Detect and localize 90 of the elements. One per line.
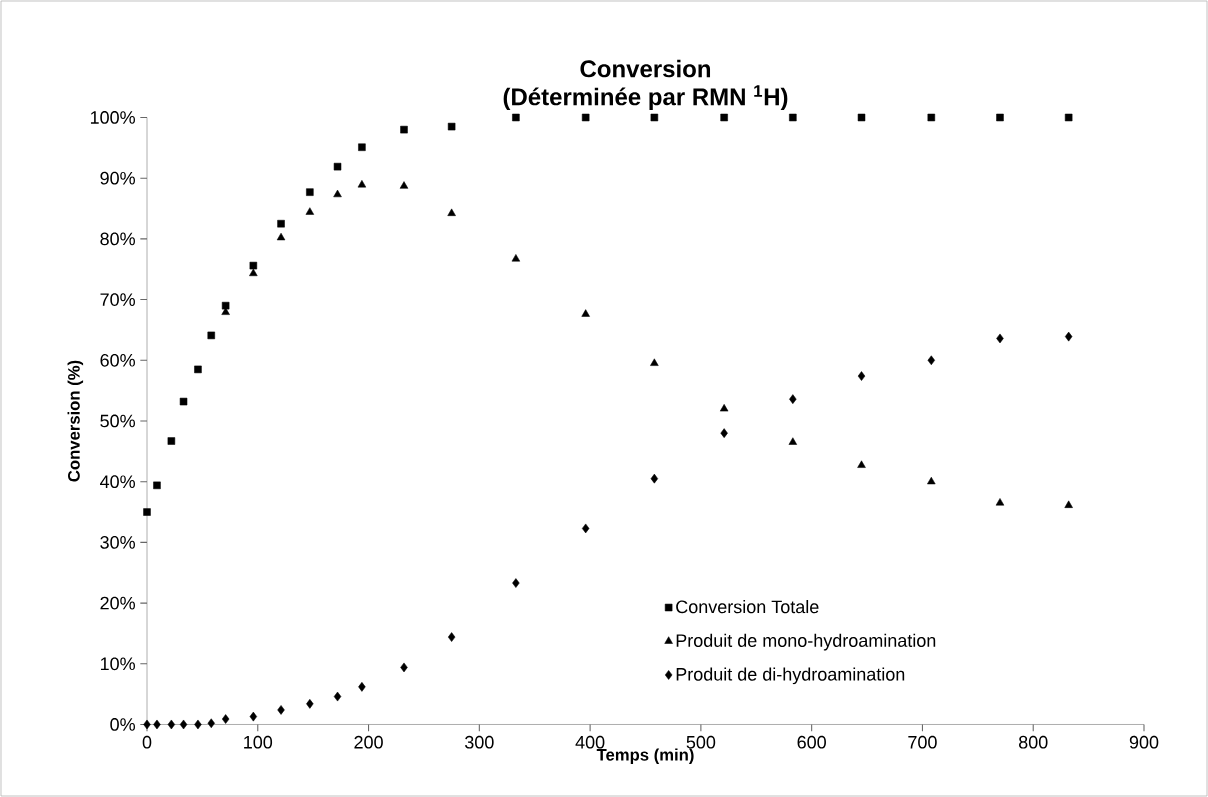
point bbox=[153, 719, 161, 730]
point bbox=[179, 397, 188, 406]
point bbox=[249, 711, 258, 722]
point bbox=[447, 208, 456, 216]
point bbox=[249, 261, 258, 270]
point bbox=[1064, 500, 1073, 508]
y-tick-label: 40% bbox=[100, 475, 135, 489]
x-tick-label: 0 bbox=[142, 735, 152, 749]
point bbox=[249, 268, 258, 277]
point bbox=[789, 394, 797, 404]
x-tick-label: 900 bbox=[1129, 735, 1159, 749]
x-tick-label: 100 bbox=[244, 735, 273, 749]
point bbox=[358, 682, 366, 692]
point bbox=[167, 719, 176, 730]
point bbox=[788, 437, 798, 445]
point bbox=[447, 632, 456, 642]
legend-label: Produit de mono-hydroamination bbox=[676, 633, 936, 651]
y-tick-label: 10% bbox=[100, 657, 135, 671]
point bbox=[996, 333, 1004, 344]
point bbox=[305, 207, 315, 215]
x-tick-label: 800 bbox=[1018, 735, 1048, 749]
point bbox=[207, 718, 215, 729]
x-tick-label: 400 bbox=[575, 735, 605, 749]
point bbox=[995, 498, 1005, 506]
point bbox=[720, 428, 728, 438]
point bbox=[276, 232, 286, 241]
point bbox=[857, 460, 866, 468]
chart-subtitle: (Déterminée par RMN $^{1}$H) bbox=[503, 85, 788, 111]
point bbox=[720, 113, 728, 122]
x-axis-title: Temps (min) bbox=[596, 748, 694, 764]
x-tick-label: 500 bbox=[686, 735, 716, 749]
point bbox=[511, 254, 521, 262]
y-tick-label: 60% bbox=[100, 353, 135, 367]
point bbox=[650, 358, 659, 366]
y-tick-label: 100% bbox=[90, 111, 135, 124]
point bbox=[512, 578, 520, 588]
point bbox=[399, 181, 409, 189]
point bbox=[333, 162, 342, 171]
point bbox=[927, 113, 936, 122]
point bbox=[857, 371, 866, 381]
point bbox=[996, 113, 1004, 122]
point bbox=[789, 113, 797, 122]
point bbox=[277, 219, 285, 228]
point bbox=[153, 481, 161, 490]
point bbox=[927, 355, 935, 366]
legend-label: Conversion Totale bbox=[676, 600, 819, 614]
point bbox=[512, 113, 520, 122]
x-tick-label: 300 bbox=[465, 735, 494, 749]
y-tick-label: 70% bbox=[100, 293, 135, 306]
x-tick-label: 200 bbox=[354, 735, 383, 749]
point bbox=[927, 476, 936, 485]
y-tick-label: 30% bbox=[100, 536, 135, 549]
point bbox=[167, 437, 176, 445]
point bbox=[179, 719, 188, 730]
x-tick-label: 600 bbox=[797, 735, 826, 749]
point bbox=[582, 523, 590, 534]
y-axis-title: Conversion (%) bbox=[67, 360, 84, 482]
point bbox=[358, 143, 366, 151]
point bbox=[400, 662, 408, 673]
point bbox=[194, 719, 202, 730]
y-tick-label: 50% bbox=[100, 414, 135, 428]
y-tick-label: 80% bbox=[100, 232, 135, 246]
point bbox=[1064, 113, 1073, 122]
y-tick-label: 20% bbox=[100, 596, 135, 610]
point bbox=[581, 113, 590, 122]
point bbox=[306, 699, 314, 709]
legend-label: Produit de di-hydroamination bbox=[676, 667, 905, 685]
point bbox=[221, 301, 230, 310]
point bbox=[143, 719, 151, 730]
chart-title: Conversion bbox=[580, 59, 711, 78]
point bbox=[277, 705, 285, 715]
y-tick-label: 90% bbox=[100, 171, 135, 185]
x-tick-label: 700 bbox=[908, 735, 937, 749]
point bbox=[357, 180, 367, 188]
point bbox=[333, 691, 342, 702]
point bbox=[143, 508, 151, 516]
point bbox=[650, 473, 659, 484]
point bbox=[650, 113, 659, 122]
point bbox=[1065, 331, 1073, 342]
point bbox=[306, 188, 314, 196]
y-tick-label: 0% bbox=[110, 718, 135, 731]
point bbox=[221, 714, 230, 724]
point bbox=[447, 122, 456, 131]
point bbox=[719, 404, 729, 412]
point bbox=[400, 125, 408, 134]
point bbox=[207, 331, 215, 340]
point bbox=[857, 113, 866, 122]
point bbox=[194, 365, 202, 374]
point bbox=[581, 309, 590, 317]
point bbox=[333, 189, 342, 198]
